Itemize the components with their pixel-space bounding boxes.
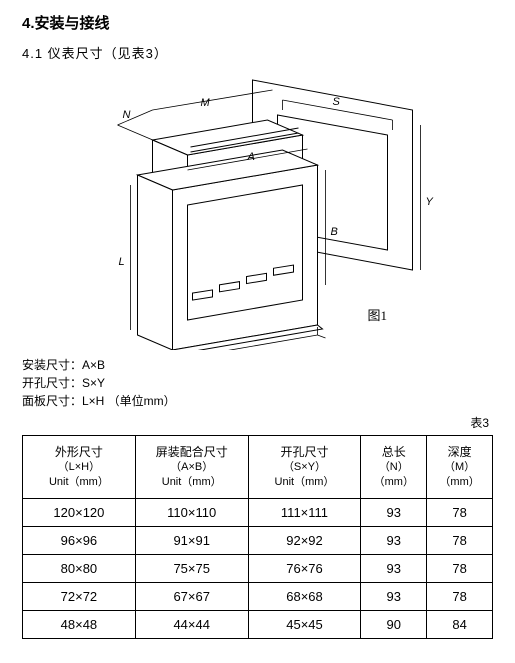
table-cell: 84 (427, 610, 493, 638)
table-body: 120×120110×110111×111937896×9691×9192×92… (23, 498, 493, 638)
table-cell: 67×67 (135, 582, 248, 610)
table-cell: 96×96 (23, 526, 136, 554)
table-cell: 92×92 (248, 526, 361, 554)
dim-label-m: M (201, 97, 211, 109)
meter-dimension-svg: N M S A B Y L H 图1 (22, 70, 493, 350)
th-2: 开孔尺寸 （S×Y） Unit（mm） (248, 436, 361, 499)
table-row: 120×120110×110111×1119378 (23, 498, 493, 526)
table-cell: 93 (361, 498, 427, 526)
table-cell: 90 (361, 610, 427, 638)
dim-label-y: Y (426, 196, 434, 208)
table-cell: 111×111 (248, 498, 361, 526)
dim-label-n: N (123, 109, 131, 121)
th-3: 总长 （N） （mm） (361, 436, 427, 499)
dim-label-s: S (333, 96, 341, 108)
table-row: 72×7267×6768×689378 (23, 582, 493, 610)
dim-label-a: A (247, 151, 255, 163)
subsection-title: 4.1 仪表尺寸（见表3） (22, 43, 493, 62)
table-cell: 110×110 (135, 498, 248, 526)
table-cell: 93 (361, 582, 427, 610)
dimension-table: 外形尺寸 （L×H） Unit（mm） 屏装配合尺寸 （A×B） Unit（mm… (22, 435, 493, 639)
table-cell: 93 (361, 554, 427, 582)
table-header-row: 外形尺寸 （L×H） Unit（mm） 屏装配合尺寸 （A×B） Unit（mm… (23, 436, 493, 499)
dimension-notes: 安装尺寸：A×B 开孔尺寸：S×Y 面板尺寸：L×H （单位mm） (22, 356, 493, 410)
table-cell: 72×72 (23, 582, 136, 610)
table-row: 96×9691×9192×929378 (23, 526, 493, 554)
th-1: 屏装配合尺寸 （A×B） Unit（mm） (135, 436, 248, 499)
note-line-3: 面板尺寸：L×H （单位mm） (22, 392, 493, 410)
table-row: 80×8075×7576×769378 (23, 554, 493, 582)
table-caption: 表3 (470, 414, 489, 431)
th-4: 深度 （M） （mm） (427, 436, 493, 499)
table-cell: 78 (427, 582, 493, 610)
table-cell: 48×48 (23, 610, 136, 638)
table-cell: 45×45 (248, 610, 361, 638)
note-line-2: 开孔尺寸：S×Y (22, 374, 493, 392)
table-cell: 68×68 (248, 582, 361, 610)
note-line-1: 安装尺寸：A×B (22, 356, 493, 374)
table-cell: 120×120 (23, 498, 136, 526)
table-cell: 93 (361, 526, 427, 554)
table-cell: 78 (427, 498, 493, 526)
figure-caption: 图1 (368, 308, 388, 323)
th-0: 外形尺寸 （L×H） Unit（mm） (23, 436, 136, 499)
table-cell: 91×91 (135, 526, 248, 554)
dim-label-b: B (331, 226, 338, 238)
dimension-diagram: N M S A B Y L H 图1 (22, 70, 493, 350)
table-cell: 78 (427, 554, 493, 582)
table-cell: 76×76 (248, 554, 361, 582)
table-cell: 80×80 (23, 554, 136, 582)
table-row: 48×4844×4445×459084 (23, 610, 493, 638)
table-cell: 78 (427, 526, 493, 554)
table-cell: 75×75 (135, 554, 248, 582)
dim-label-l: L (119, 256, 125, 268)
table-cell: 44×44 (135, 610, 248, 638)
section-title: 4.安装与接线 (22, 12, 493, 33)
